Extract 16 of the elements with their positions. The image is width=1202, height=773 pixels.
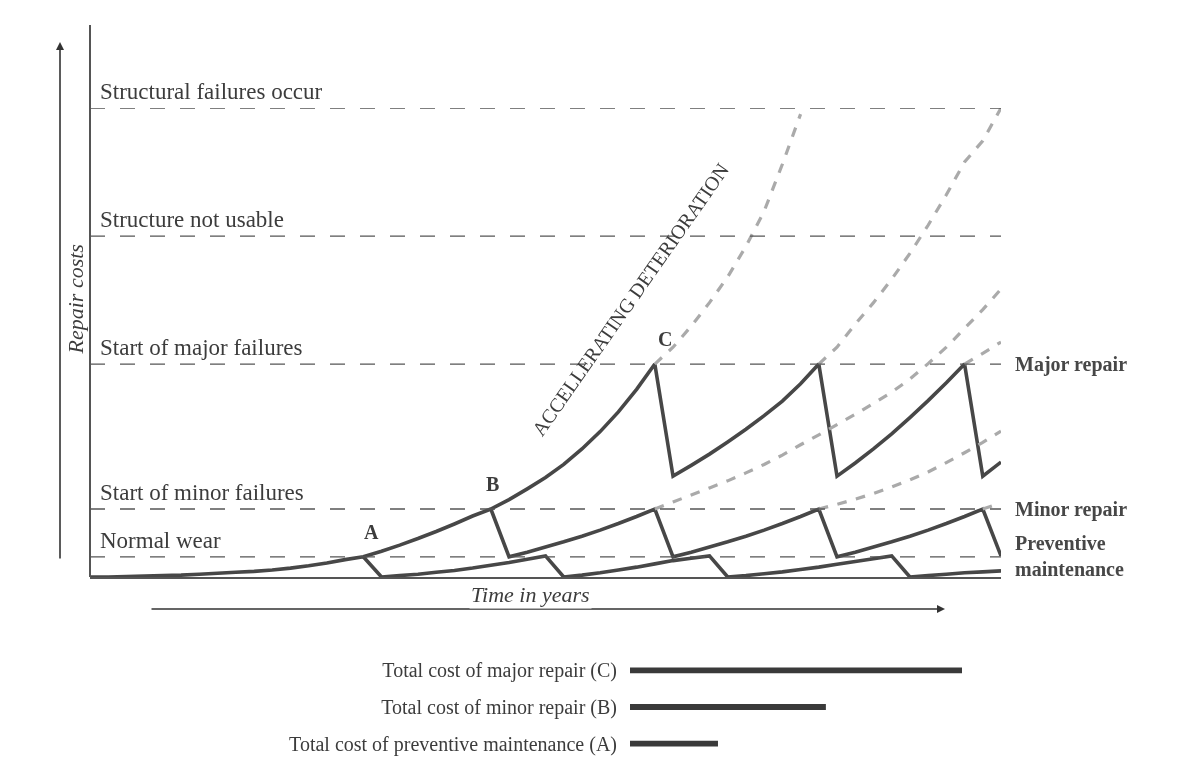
y-tick-label: Total cost of minor repair (B) xyxy=(381,696,617,719)
ref-line-label: Start of minor failures xyxy=(100,480,304,505)
y-tick-label: Total cost of major repair (C) xyxy=(382,659,617,683)
y-tick-label: Total cost of preventive maintenance (A) xyxy=(289,732,617,756)
x-axis-title: Time in years xyxy=(471,582,590,607)
annotation: B xyxy=(486,473,500,495)
y-axis-title: Repair costs xyxy=(62,244,88,355)
ref-line-label: Structural failures occur xyxy=(100,79,323,104)
series-label: Minor repair xyxy=(1015,498,1128,521)
annotation: A xyxy=(364,521,379,543)
ref-line-label: Normal wear xyxy=(100,528,222,553)
ref-line-label: Start of major failures xyxy=(100,335,303,360)
ref-line-label: Structure not usable xyxy=(100,207,284,232)
text: Major repair xyxy=(1015,353,1128,376)
series-label: Preventive maintenance xyxy=(1015,532,1124,580)
annotation: C xyxy=(658,328,673,350)
